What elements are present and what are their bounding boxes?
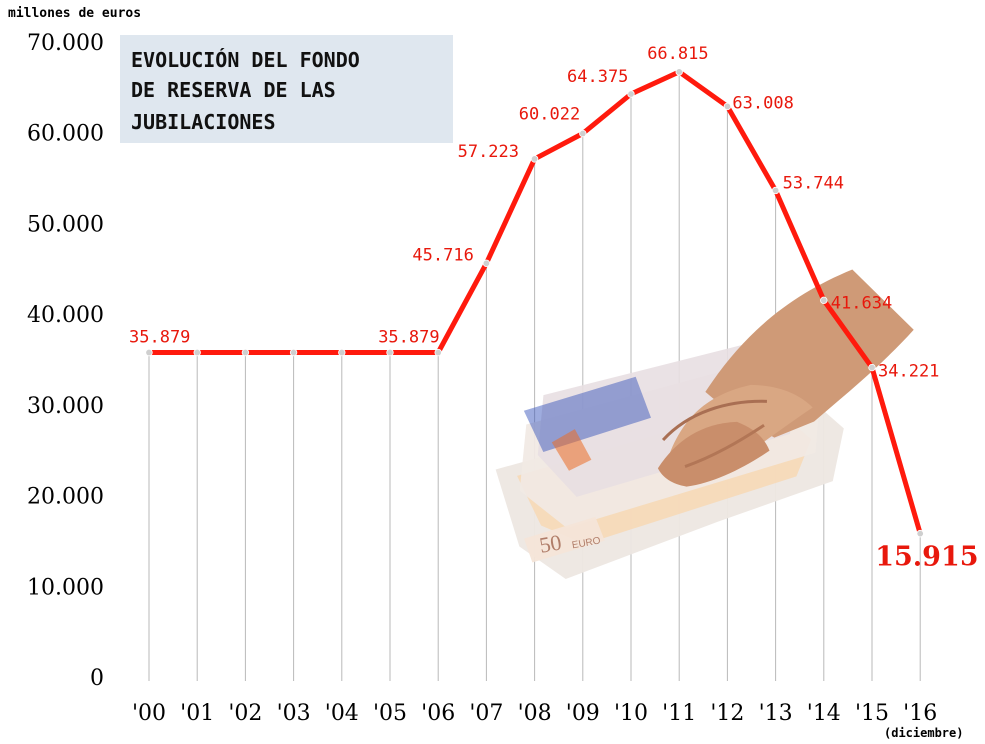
y-tick-label: 60.000 xyxy=(27,122,104,147)
x-tick-label: '16 xyxy=(903,701,937,726)
y-tick-label: 10.000 xyxy=(27,575,104,600)
data-point xyxy=(868,363,876,372)
x-tick-label: '04 xyxy=(325,701,359,726)
x-tick-label: '05 xyxy=(373,701,407,726)
data-point xyxy=(530,155,539,163)
svg-text:EURO: EURO xyxy=(571,535,602,551)
data-point xyxy=(675,68,683,76)
data-label: 66.815 xyxy=(647,44,708,64)
data-label: 15.915 xyxy=(875,542,978,573)
y-tick-label: 70.000 xyxy=(27,31,104,56)
y-tick-label: 40.000 xyxy=(27,303,104,328)
data-label: 34.221 xyxy=(878,362,939,382)
title-line-1: EVOLUCIÓN DEL FONDO xyxy=(131,48,360,72)
data-point xyxy=(386,348,394,357)
x-tick-label: '00 xyxy=(132,701,166,726)
y-tick-label: 30.000 xyxy=(27,394,104,419)
data-point xyxy=(289,348,298,357)
x-tick-label: '10 xyxy=(614,701,648,726)
x-tick-label: '06 xyxy=(421,701,455,726)
data-label: 53.744 xyxy=(783,173,844,193)
chart-title: EVOLUCIÓN DEL FONDO DE RESERVA DE LAS JU… xyxy=(120,35,453,143)
y-tick-label: 50.000 xyxy=(27,212,104,237)
x-tick-label: '03 xyxy=(277,701,311,726)
title-line-2: DE RESERVA DE LAS xyxy=(131,78,336,102)
data-label: 35.879 xyxy=(129,328,190,348)
unit-label: millones de euros xyxy=(8,6,141,21)
data-label: 35.879 xyxy=(378,328,439,348)
data-point xyxy=(723,102,732,111)
y-tick-label: 0 xyxy=(90,666,104,691)
yticks-layer: 0 10.000 20.000 30.000 40.000 50.000 60.000 70.… xyxy=(27,31,104,691)
data-point xyxy=(820,296,828,305)
x-tick-label: '14 xyxy=(807,701,841,726)
x-tick-label: '11 xyxy=(662,701,696,726)
x-tick-label: '13 xyxy=(759,701,793,726)
title-box xyxy=(120,35,453,143)
x-tick-label: '09 xyxy=(566,701,600,726)
data-point xyxy=(482,259,491,267)
data-point xyxy=(579,129,587,138)
data-point xyxy=(916,529,924,538)
data-label: 45.716 xyxy=(412,245,473,265)
x-tick-label: '12 xyxy=(710,701,744,726)
x-tick-label: '15 xyxy=(855,701,889,726)
svg-text:50: 50 xyxy=(537,529,563,557)
data-point xyxy=(145,348,153,357)
data-point xyxy=(338,348,346,357)
data-label: 63.008 xyxy=(732,93,793,113)
data-point xyxy=(193,348,201,357)
data-point xyxy=(241,348,250,357)
x-tick-label: '07 xyxy=(469,701,503,726)
data-label: 60.022 xyxy=(519,105,580,125)
data-point xyxy=(434,348,442,357)
data-point xyxy=(627,90,635,98)
data-label: 41.634 xyxy=(831,293,892,313)
x-note: (diciembre) xyxy=(884,726,963,740)
title-line-3: JUBILACIONES xyxy=(131,110,276,134)
y-tick-label: 20.000 xyxy=(27,485,104,510)
data-label: 64.375 xyxy=(567,67,628,87)
x-tick-label: '08 xyxy=(518,701,552,726)
hand-holding-euro-banknotes-icon: 50 EURO xyxy=(495,269,914,579)
data-point xyxy=(771,186,780,195)
x-tick-label: '01 xyxy=(180,701,214,726)
xticks-layer: '00 '01 '02 '03 '04 '05 '06 '07 '08 '09 '10 '11 '12 '… xyxy=(132,701,937,726)
x-tick-label: '02 xyxy=(228,701,262,726)
data-label: 57.223 xyxy=(458,142,519,162)
points-layer xyxy=(145,68,924,538)
